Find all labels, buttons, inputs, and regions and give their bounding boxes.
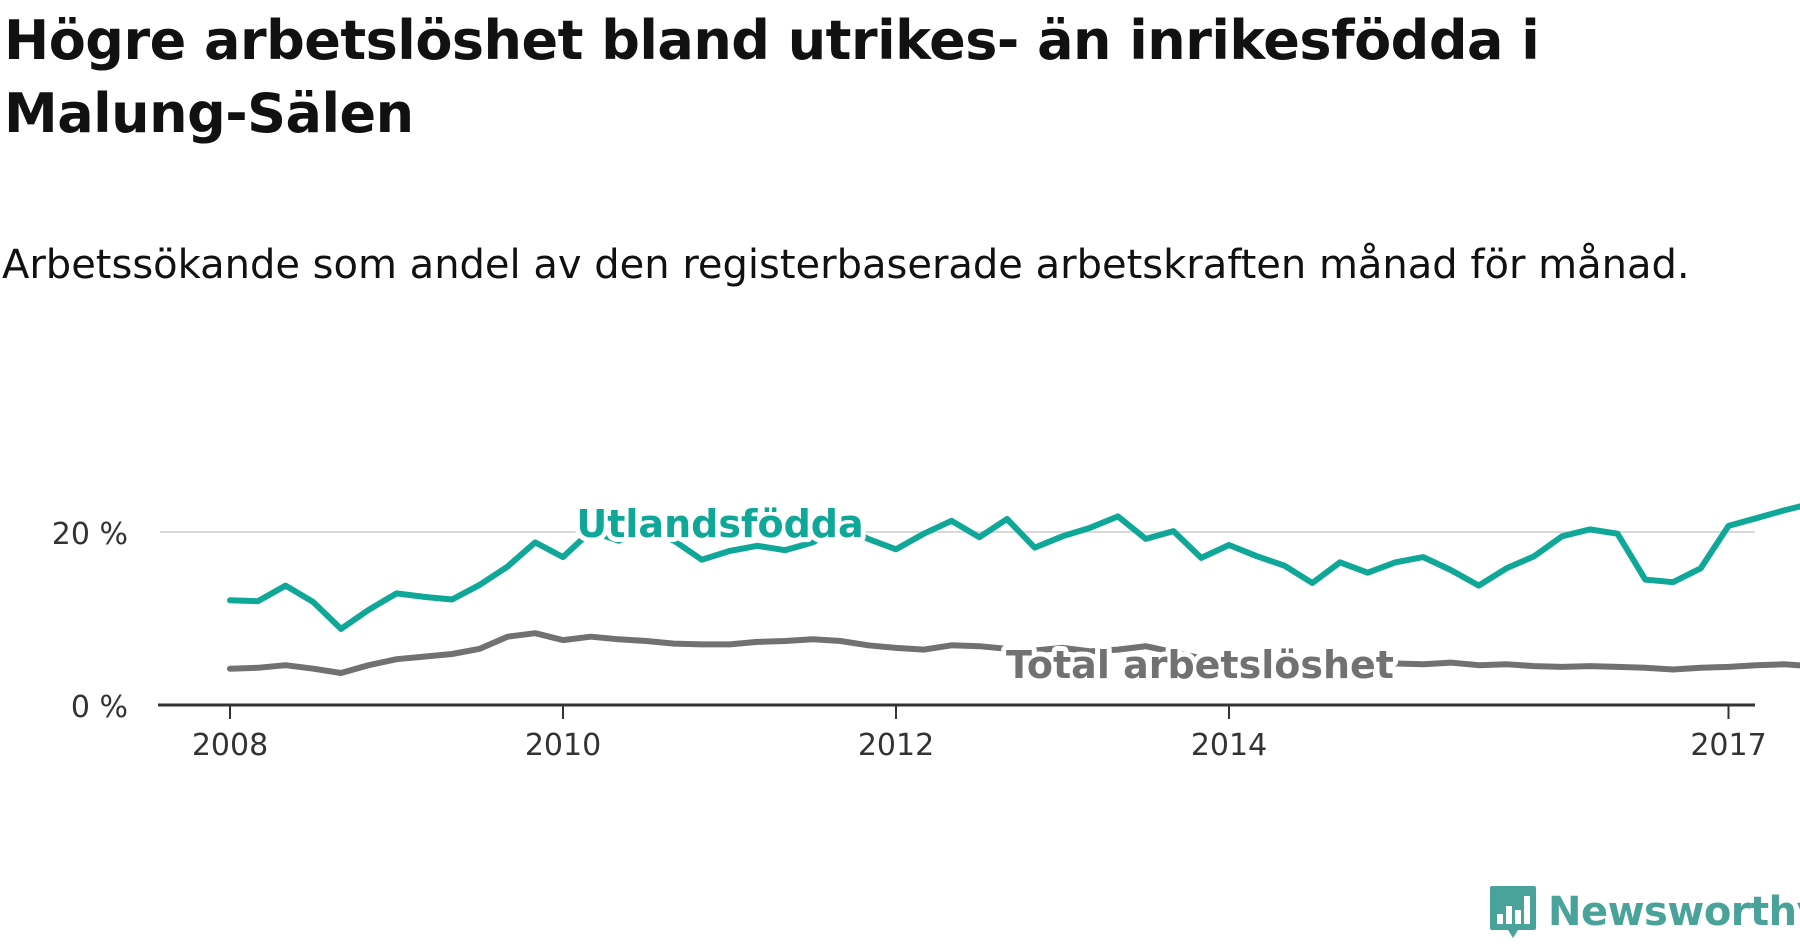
bar-chart-speech-bubble-icon	[1490, 886, 1536, 938]
series-label: Total arbetslöshet	[1006, 643, 1394, 687]
x-tick-label: 2008	[192, 728, 268, 763]
series-line-0	[227, 503, 1800, 632]
series-label-halo: Utlandsfödda	[576, 502, 863, 546]
y-tick-label: 0 %	[71, 690, 128, 725]
x-tick-label: 2017	[1690, 728, 1766, 763]
newsworthy-logo: Newsworthy	[1488, 884, 1800, 940]
page-title: Högre arbetslöshet bland utrikes- än inr…	[4, 9, 1540, 145]
unemployment-line-chart: 0 %20 %200820102012201420172019202120232…	[52, 497, 1800, 763]
x-tick-label: 2014	[1191, 728, 1267, 763]
label-layer: UtlandsföddaUtlandsfödda9 %9 %Total arbe…	[571, 497, 1399, 692]
series-line-1	[227, 630, 1800, 676]
series-label: Utlandsfödda	[576, 502, 863, 546]
x-tick-label: 2012	[858, 728, 934, 763]
axis-layer: 0 %20 %200820102012201420172019202120232…	[52, 517, 1767, 763]
series-label-halo: Total arbetslöshet	[1006, 643, 1394, 687]
page-subtitle: Arbetssökande som andel av den registerb…	[2, 242, 1690, 288]
y-tick-label: 20 %	[52, 517, 128, 552]
brand-name: Newsworthy	[1548, 889, 1800, 935]
x-tick-label: 2010	[525, 728, 601, 763]
series-layer	[227, 503, 1800, 676]
